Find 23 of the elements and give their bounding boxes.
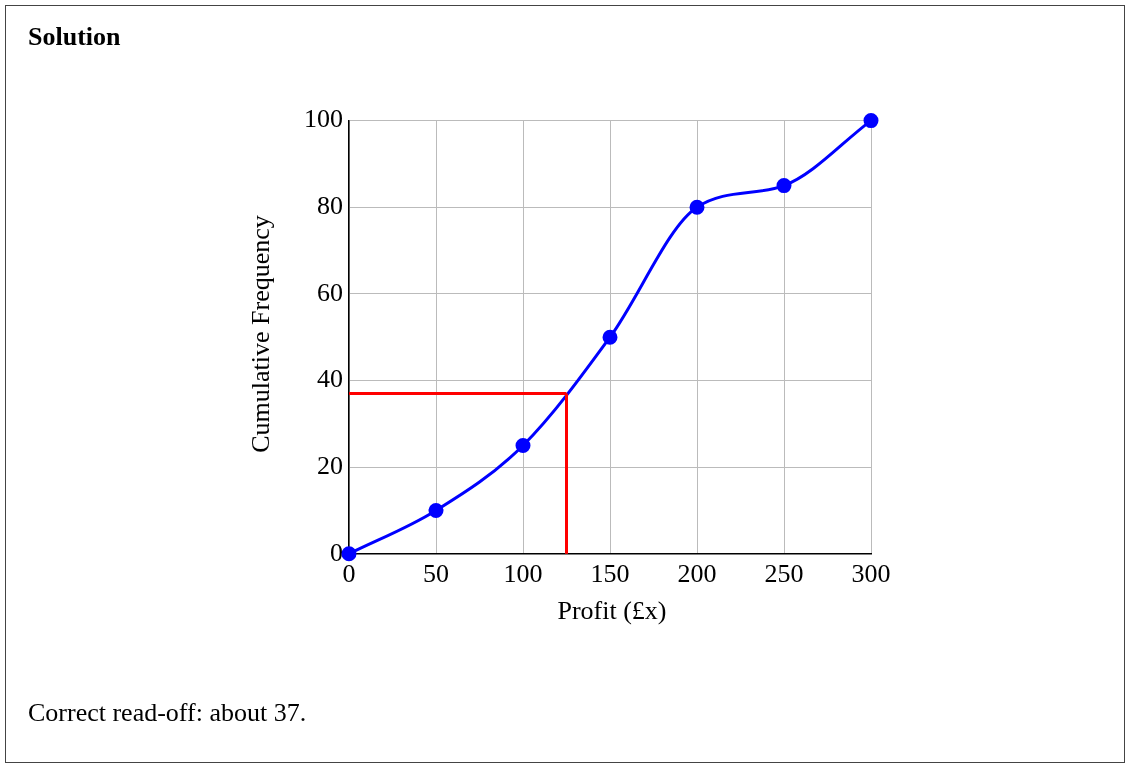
x-tick-label: 200 xyxy=(677,559,717,589)
x-tick-label: 100 xyxy=(503,559,543,589)
y-tick-label: 40 xyxy=(317,364,343,394)
y-tick-label: 80 xyxy=(317,191,343,221)
x-tick-label: 150 xyxy=(590,559,630,589)
y-axis-title: Cumulative Frequency xyxy=(246,215,276,453)
point xyxy=(428,502,444,518)
point xyxy=(341,546,357,562)
x-tick-label: 250 xyxy=(764,559,804,589)
y-tick-label: 20 xyxy=(317,450,343,480)
point xyxy=(776,178,792,194)
text: Solution xyxy=(28,22,121,52)
x-axis-title: Profit (£x) xyxy=(556,596,668,626)
y-tick-label: 60 xyxy=(317,277,343,307)
point xyxy=(689,199,705,215)
x-tick-label: 300 xyxy=(851,559,891,589)
y-tick-label: 100 xyxy=(304,104,343,134)
point xyxy=(863,113,879,129)
x-tick-label: 50 xyxy=(423,559,449,589)
text: Correct read-off: about 37. xyxy=(28,698,307,728)
point xyxy=(602,329,618,345)
y-tick-label: 0 xyxy=(330,537,343,567)
point xyxy=(515,438,531,453)
